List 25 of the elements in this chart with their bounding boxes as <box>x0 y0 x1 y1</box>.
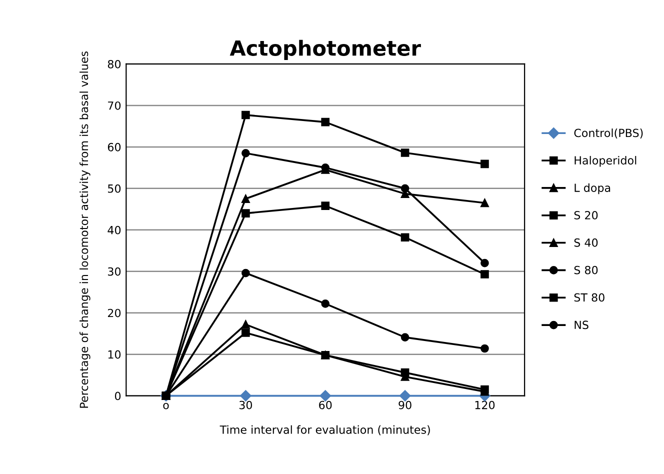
y-axis-title: Percentage of change in locomotor activity from its basal values <box>80 51 90 408</box>
legend-label: Control(PBS) <box>574 128 643 138</box>
x-tick-label: 30 <box>239 400 252 410</box>
legend-label: S 40 <box>574 238 598 247</box>
legend-label: Haloperidol <box>574 156 636 167</box>
legend-label: S 20 <box>574 211 598 220</box>
legend-label: S 80 <box>574 266 598 274</box>
y-tick-label: 80 <box>108 60 121 68</box>
y-tick-label: 40 <box>108 226 121 234</box>
x-tick-label: 60 <box>319 400 332 410</box>
legend-label: NS <box>574 320 588 330</box>
y-tick-label: 20 <box>108 308 121 318</box>
x-tick-label: 90 <box>398 400 412 410</box>
legend-label: L dopa <box>574 183 610 194</box>
chart-title: Actophotometer <box>230 40 421 60</box>
x-tick-label: 120 <box>475 400 495 410</box>
y-tick-label: 0 <box>114 392 121 400</box>
x-axis-title: Time interval for evaluation (minutes) <box>220 425 430 436</box>
legend-label: ST 80 <box>574 293 604 302</box>
y-tick-label: 70 <box>108 101 121 110</box>
x-tick-label: o <box>163 402 169 410</box>
y-tick-label: 50 <box>108 184 121 193</box>
y-tick-label: 60 <box>108 142 121 152</box>
y-tick-label: 10 <box>108 350 121 359</box>
y-tick-label: 30 <box>108 267 121 276</box>
